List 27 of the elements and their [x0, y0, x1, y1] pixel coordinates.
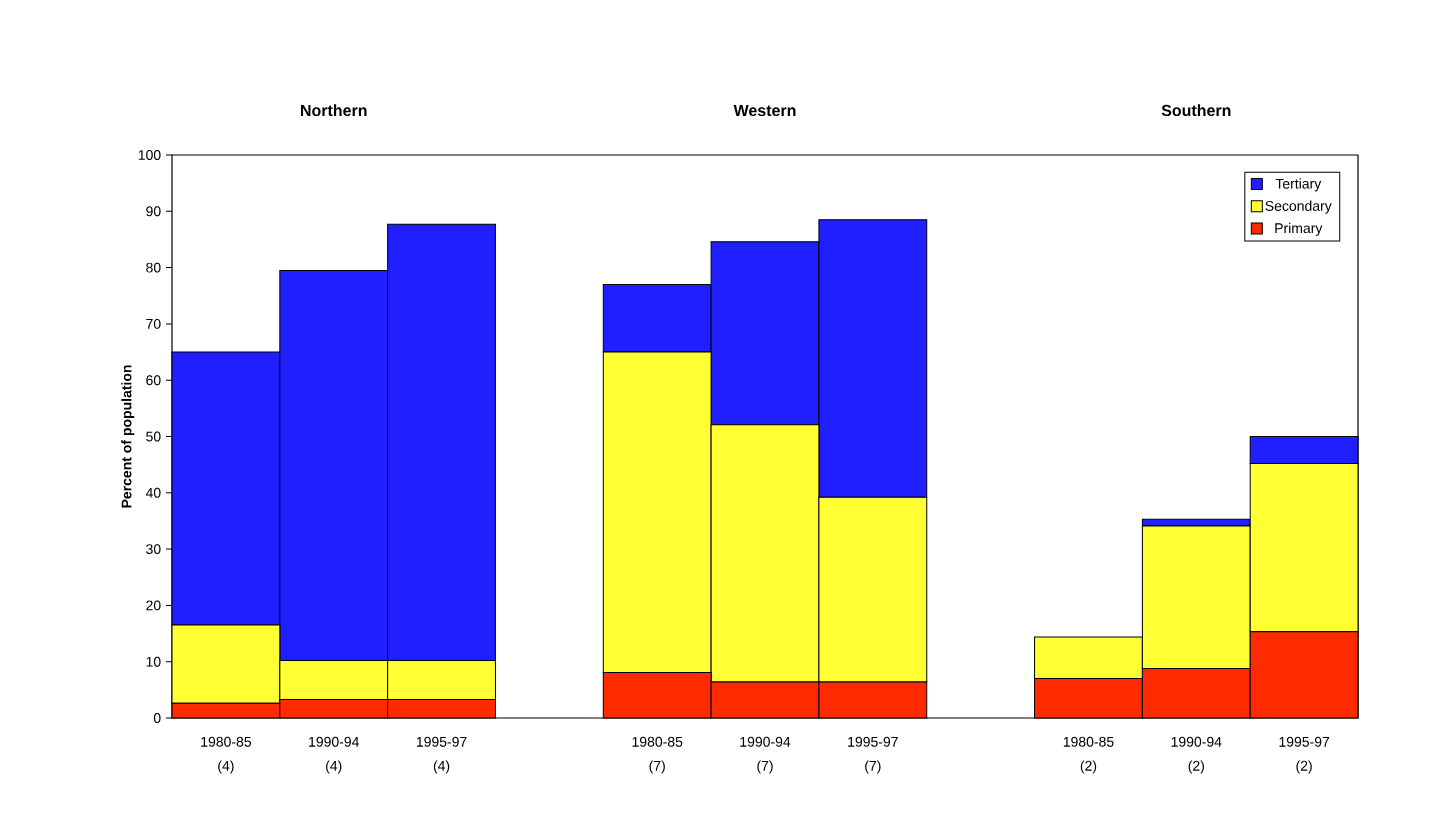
- y-tick-label: 20: [146, 600, 161, 611]
- y-tick-label: 80: [146, 262, 161, 273]
- y-tick-label: 50: [146, 431, 161, 442]
- x-tick-label: 1995-97 (7): [848, 736, 898, 774]
- x-tick-label: 1995-97 (4): [416, 736, 467, 774]
- x-tick-label: 1980-85 (4): [201, 736, 252, 774]
- text: Western: [733, 104, 796, 117]
- y-axis-title: Percent of population: [121, 365, 135, 508]
- y-tick-label: 0: [153, 713, 161, 723]
- y-tick-label: 100: [138, 150, 161, 160]
- legend-label: Primary: [1275, 222, 1323, 236]
- x-tick-label: 1980-85 (7): [632, 736, 683, 774]
- legend-label: Tertiary: [1275, 178, 1322, 192]
- x-tick-label: 1990-94 (2): [1171, 736, 1222, 774]
- x-tick-label: 1995-97 (2): [1279, 736, 1330, 774]
- text: Southern: [1161, 104, 1231, 117]
- y-tick-label: 90: [146, 206, 161, 217]
- x-tick-label: 1990-94 (4): [309, 736, 359, 774]
- x-tick-label: 1980-85 (2): [1063, 736, 1114, 774]
- legend-label: Secondary: [1265, 200, 1332, 214]
- y-tick-label: 70: [146, 318, 161, 329]
- x-tick-label: 1990-94 (7): [740, 736, 791, 774]
- y-tick-label: 40: [145, 487, 161, 498]
- text: Northern: [301, 104, 367, 117]
- y-tick-label: 10: [146, 656, 161, 667]
- y-tick-label: 60: [146, 375, 161, 386]
- y-tick-label: 30: [146, 544, 161, 555]
